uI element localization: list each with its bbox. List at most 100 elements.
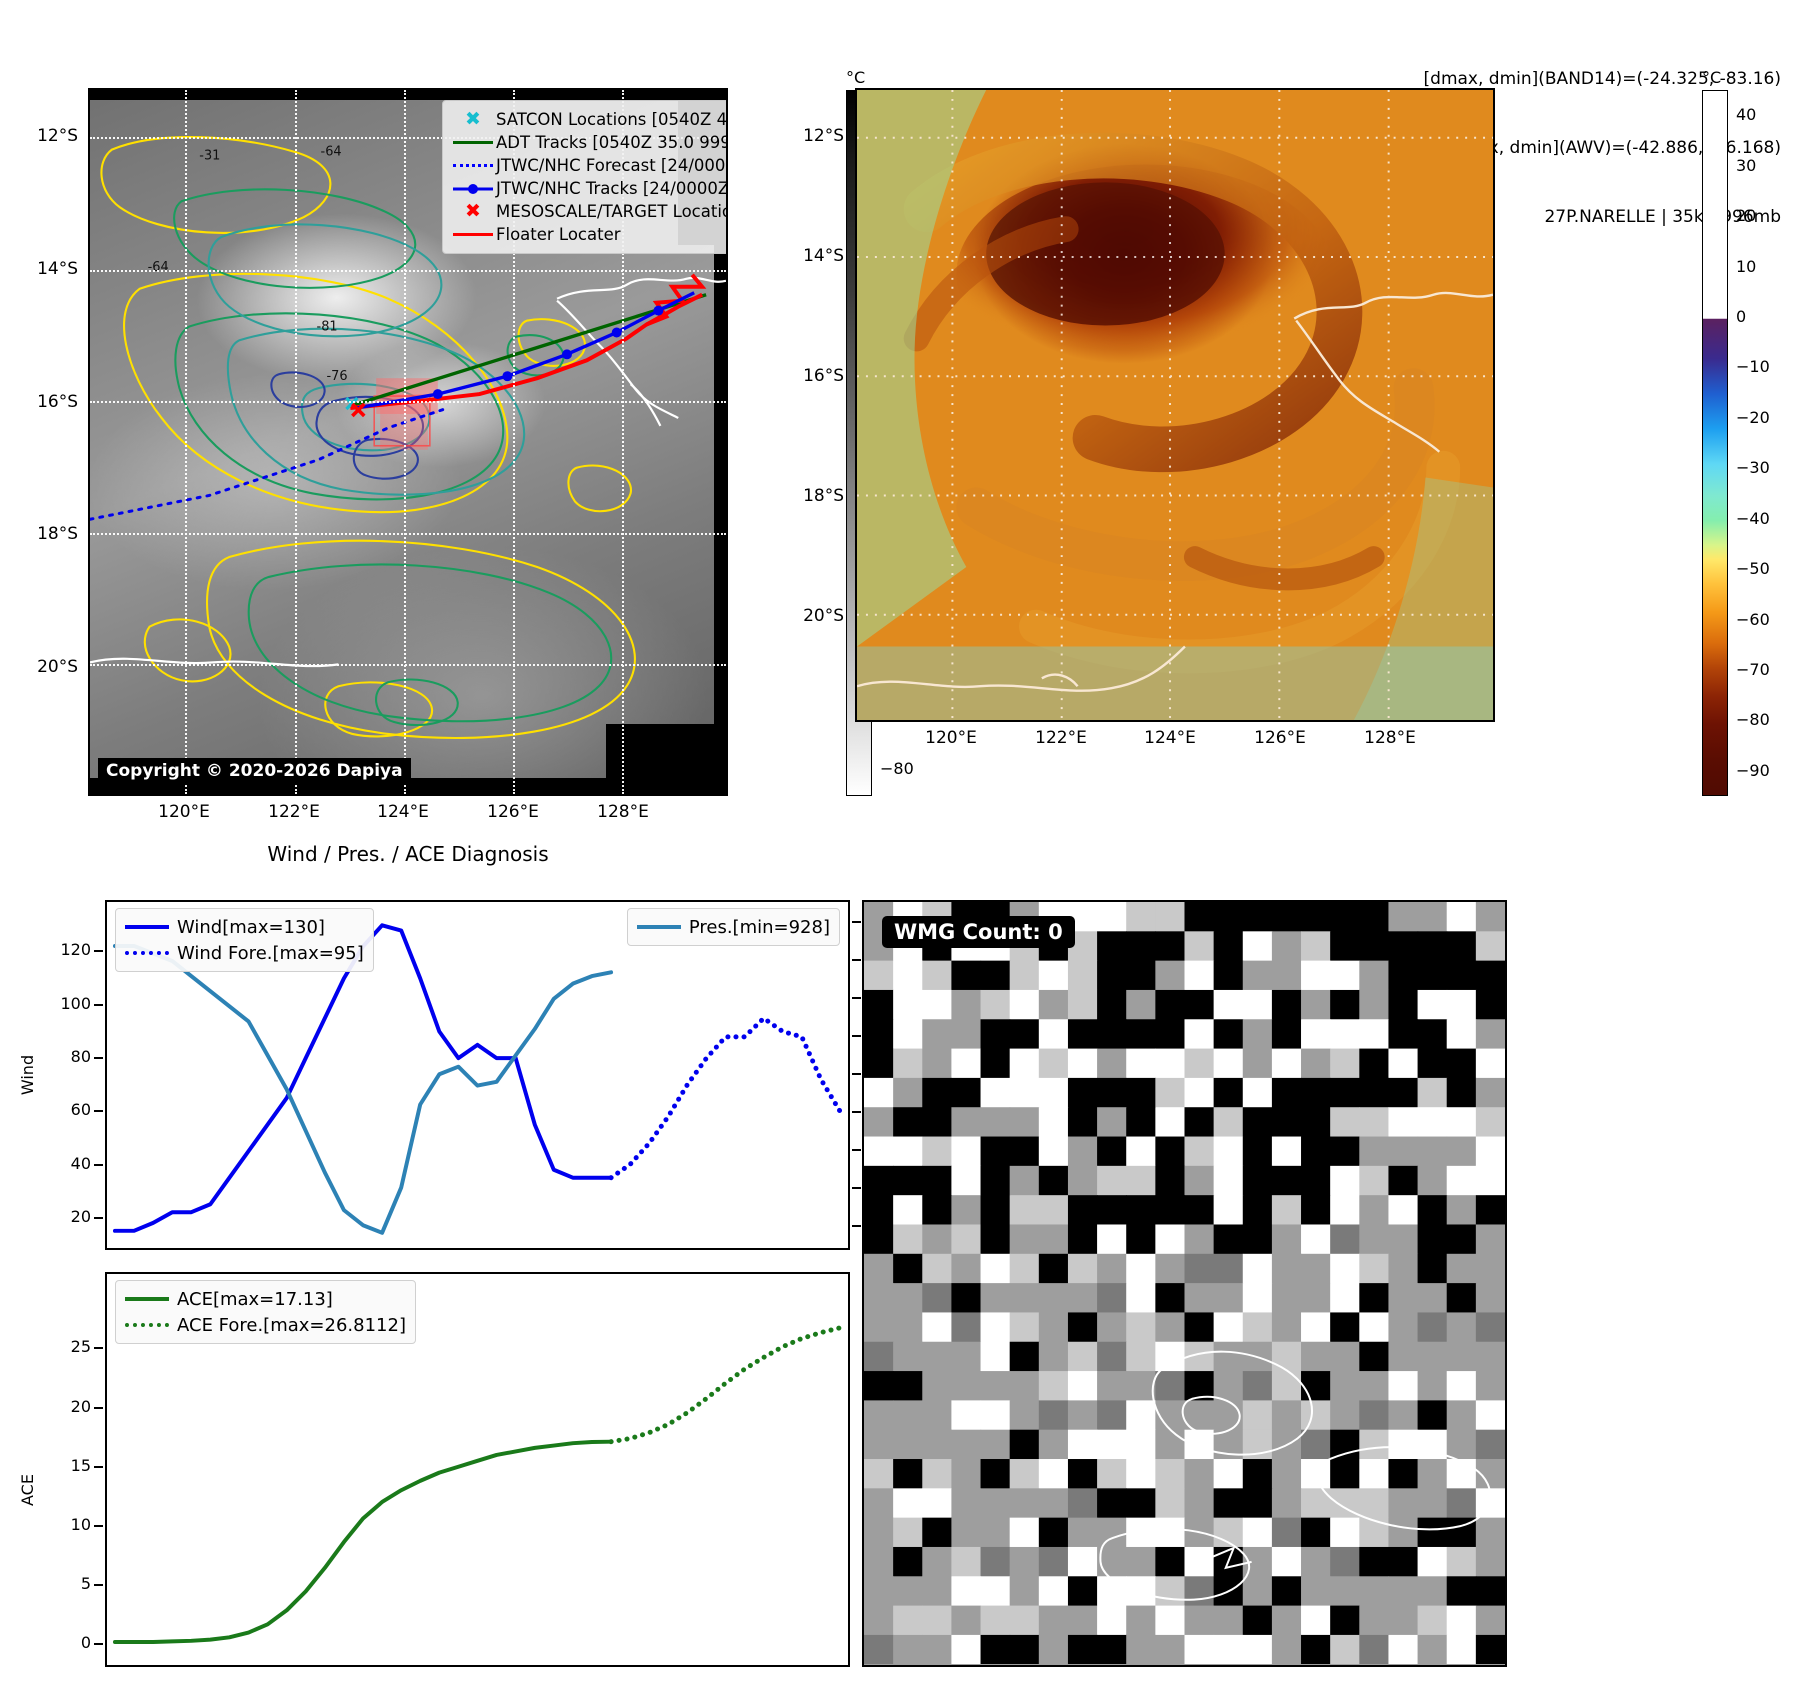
- ace-plot: [112, 1325, 843, 1644]
- legend-item-ace[interactable]: ACE[max=17.13]: [125, 1286, 406, 1312]
- legend-item-wind-forecast[interactable]: Wind Fore.[max=95]: [125, 940, 364, 966]
- wmg-cell: [1038, 1605, 1069, 1636]
- ir-lat-ticks: 12°S 14°S 16°S 18°S 20°S: [0, 88, 84, 796]
- wmg-cell: [1155, 1195, 1186, 1226]
- wmg-cell: [922, 1459, 953, 1489]
- enhanced-ir-panel[interactable]: [855, 88, 1495, 722]
- wmg-cell: [951, 1136, 982, 1167]
- wmg-cell: [1330, 1107, 1360, 1138]
- lon-tick: 128°E: [1364, 728, 1416, 748]
- wmg-cell: [1038, 1077, 1069, 1108]
- wmg-cell: [1446, 1048, 1477, 1079]
- wind-pressure-chart[interactable]: Wind[max=130] Wind Fore.[max=95] Pres.[m…: [105, 900, 850, 1250]
- ir-satellite-panel[interactable]: -31 -64 -64 -81 -76 Copyright © 2020-202…: [88, 88, 728, 796]
- wmg-cell: [1359, 960, 1390, 991]
- wmg-cell: [1388, 1048, 1419, 1079]
- colorbar-tick-label: −10: [1736, 357, 1770, 377]
- wmg-cell: [1330, 1459, 1360, 1489]
- lat-tick: 18°S: [803, 486, 844, 506]
- wmg-cell: [1359, 1283, 1390, 1314]
- wmg-cell: [1126, 1253, 1156, 1284]
- wmg-cell: [1446, 1019, 1477, 1050]
- axis-tick-label: 40: [70, 1153, 91, 1173]
- wmg-cell: [1475, 1224, 1505, 1255]
- ace-legend[interactable]: ACE[max=17.13] ACE Fore.[max=26.8112]: [115, 1280, 416, 1344]
- wmg-cell: [1359, 1341, 1390, 1372]
- legend-item-pressure[interactable]: Pres.[min=928]: [636, 914, 830, 940]
- wmg-cell: [1330, 989, 1360, 1020]
- legend-item-ace-forecast[interactable]: ACE Fore.[max=26.8112]: [125, 1312, 406, 1338]
- wmg-cell: [1155, 989, 1186, 1020]
- wmg-cell: [1388, 1546, 1419, 1577]
- wmg-cell: [1330, 1253, 1360, 1284]
- wmg-cell: [1242, 1576, 1273, 1607]
- colorbar-tick-label: 30: [1736, 155, 1757, 175]
- wmg-cell: [1097, 1517, 1127, 1548]
- wmg-cell: [1359, 1136, 1390, 1167]
- legend-item-adt[interactable]: ADT Tracks [0540Z 35.0 999.2]: [450, 131, 726, 154]
- wmg-panel[interactable]: WMG Count: 0: [862, 900, 1507, 1667]
- axis-tick-label: 5: [80, 1574, 91, 1594]
- legend-item-jtwc-tracks[interactable]: JTWC/NHC Tracks [24/0000Z]: [450, 177, 726, 200]
- wmg-cell: [1038, 960, 1069, 991]
- wmg-cell: [1038, 1459, 1069, 1489]
- wmg-cell: [1417, 1341, 1448, 1372]
- wmg-cell: [1417, 1136, 1448, 1167]
- wmg-cell: [1097, 1576, 1127, 1607]
- wmg-cell: [1009, 1371, 1040, 1401]
- pressure-legend[interactable]: Pres.[min=928]: [626, 908, 840, 946]
- wmg-cell: [893, 1136, 923, 1167]
- wmg-cell: [1475, 902, 1505, 932]
- wmg-cell: [1271, 989, 1302, 1020]
- wmg-cell: [1097, 1371, 1127, 1401]
- wmg-cell: [1213, 1048, 1244, 1079]
- ir-lon-ticks: 120°E 122°E 124°E 126°E 128°E: [88, 802, 728, 832]
- wmg-cell: [1359, 902, 1390, 932]
- wmg-cell: [1271, 1517, 1302, 1548]
- wmg-cell: [1067, 989, 1098, 1020]
- legend-item-wind[interactable]: Wind[max=130]: [125, 914, 364, 940]
- legend-item-satcon[interactable]: ✖ SATCON Locations [0540Z 46 990]: [450, 108, 726, 131]
- lon-tick: 128°E: [597, 802, 649, 822]
- wmg-cell: [1184, 1459, 1215, 1489]
- wmg-cell: [922, 960, 953, 991]
- wmg-cell: [980, 1459, 1011, 1489]
- wmg-cell: [1155, 1253, 1186, 1284]
- wmg-cell: [1213, 1136, 1244, 1167]
- wmg-cell: [893, 1459, 923, 1489]
- wmg-cell: [1067, 1165, 1098, 1196]
- wmg-cell: [1067, 1253, 1098, 1284]
- wmg-cell: [1009, 989, 1040, 1020]
- wmg-cell: [1301, 1546, 1331, 1577]
- series-line: [608, 1015, 843, 1181]
- wmg-cell: [1359, 1605, 1390, 1636]
- wind-legend[interactable]: Wind[max=130] Wind Fore.[max=95]: [115, 908, 374, 972]
- lat-tick: 20°S: [37, 657, 78, 677]
- wmg-cell: [1301, 931, 1331, 962]
- wmg-cell: [951, 1107, 982, 1138]
- wmg-cell: [1446, 1488, 1477, 1519]
- legend-item-mesoscale[interactable]: ✖ MESOSCALE/TARGET Location: [450, 200, 726, 223]
- ace-chart[interactable]: ACE[max=17.13] ACE Fore.[max=26.8112]: [105, 1272, 850, 1667]
- wmg-cell: [1388, 1371, 1419, 1401]
- solid-line-icon: [636, 925, 689, 929]
- wmg-cell: [1359, 1517, 1390, 1548]
- wmg-cell: [1359, 1019, 1390, 1050]
- wmg-cell: [1067, 1019, 1098, 1050]
- axis-tick-label: 80: [70, 1046, 91, 1066]
- axis-tick-label: 120: [60, 940, 91, 960]
- colorbar-tick-label: −60: [1736, 609, 1770, 629]
- wmg-cell: [893, 1195, 923, 1226]
- wmg-cell: [1446, 1195, 1477, 1226]
- legend-item-jtwc-forecast[interactable]: JTWC/NHC Forecast [24/0000Z]: [450, 154, 726, 177]
- axis-tick-mark: [94, 1163, 103, 1166]
- legend-item-floater[interactable]: Floater Locater: [450, 223, 726, 246]
- wmg-cell: [1097, 1253, 1127, 1284]
- wmg-cell: [1359, 1195, 1390, 1226]
- wmg-cell: [1009, 1400, 1040, 1431]
- wmg-cell: [1067, 1136, 1098, 1167]
- wmg-cell: [1242, 1136, 1273, 1167]
- ir-legend[interactable]: ✖ SATCON Locations [0540Z 46 990] ADT Tr…: [442, 100, 726, 254]
- wmg-cell: [864, 1077, 894, 1108]
- wmg-cell: [1475, 1195, 1505, 1226]
